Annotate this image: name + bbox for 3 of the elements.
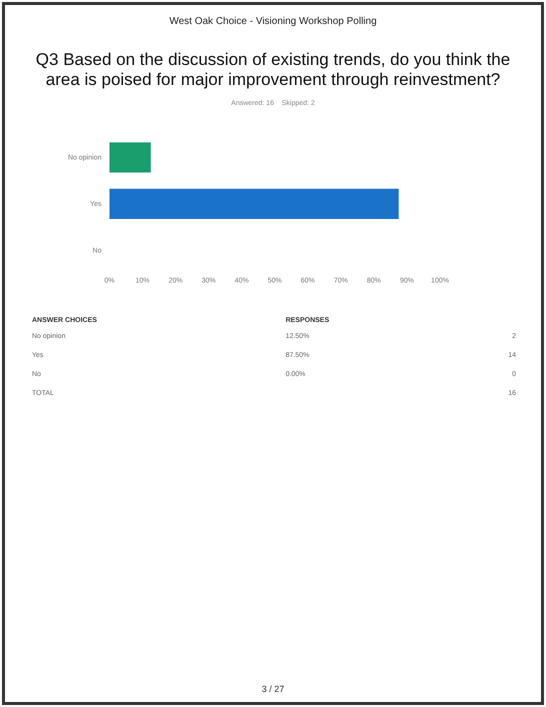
chart-title: Q3 Based on the discussion of existing trends, do you think the area is poised for major improvement through reinvestment? — [34, 50, 512, 90]
text: 3 / 27 — [260, 684, 286, 694]
text: West Oak Choice - Visioning Workshop Polling — [168, 16, 378, 27]
